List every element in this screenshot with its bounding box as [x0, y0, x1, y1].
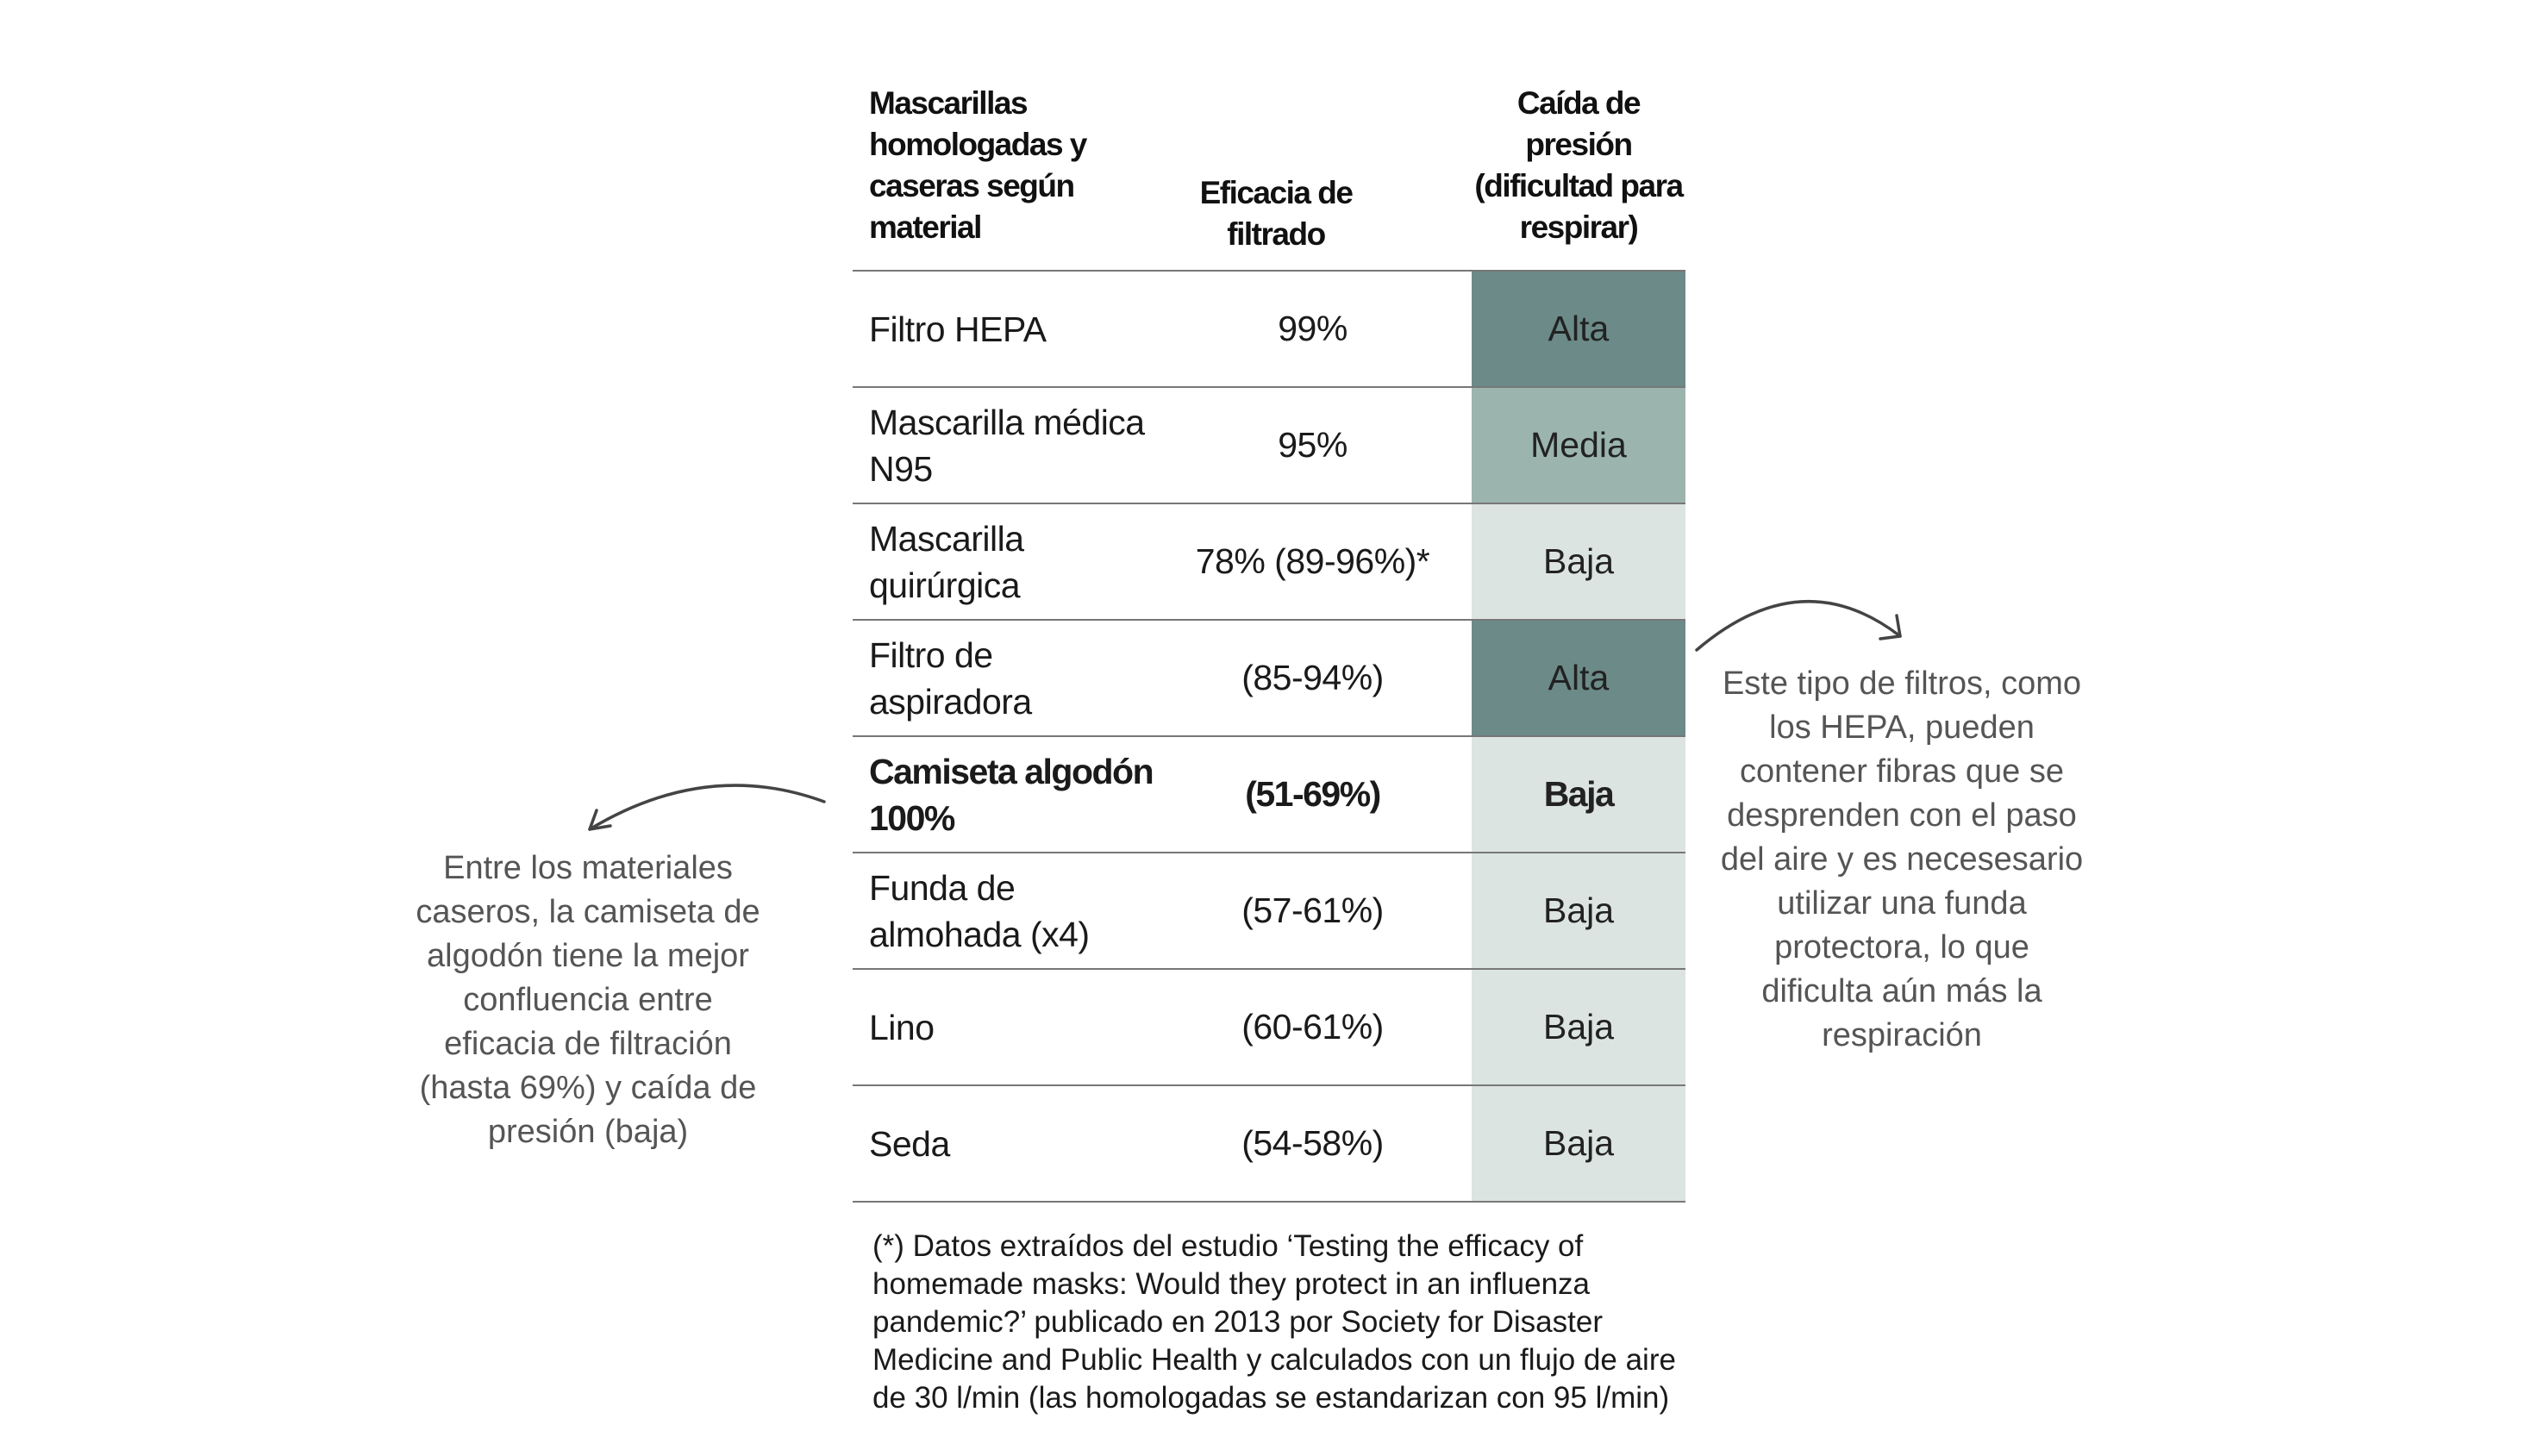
table-row: Filtro HEPA 99% Alta: [853, 270, 1685, 386]
left-arrowhead-icon: [588, 809, 612, 831]
efficacy-cell: (85-94%): [1241, 658, 1384, 697]
material-cell: Lino: [869, 1007, 935, 1047]
efficacy-cell: 99%: [1278, 309, 1348, 348]
left-arrow-icon: [588, 784, 826, 831]
note-left: Entre los materiales caseros, la camiset…: [416, 850, 760, 1150]
efficacy-cell: (60-61%): [1241, 1007, 1384, 1047]
header-efficacy: Eficacia de filtrado: [1199, 175, 1354, 252]
table-row: Funda de almohada (x4) (57-61%) Baja: [853, 852, 1685, 968]
table-row: Filtro de aspiradora (85-94%) Alta: [853, 619, 1685, 735]
material-cell: Filtro de aspiradora: [869, 634, 1032, 722]
table-row: Mascarilla médica N95 95% Media: [853, 386, 1685, 503]
pressure-drop-cell: Alta: [1472, 272, 1685, 386]
efficacy-cell: 95%: [1278, 425, 1348, 465]
right-arrow-icon: [1695, 599, 1902, 652]
pressure-drop-cell: Baja: [1472, 970, 1685, 1084]
table-row: Camiseta algodón 100% (51-69%) Baja: [853, 735, 1685, 852]
pressure-drop-cell: Alta: [1472, 621, 1685, 735]
header-material: Mascarillas homologadas y caseras según …: [869, 85, 1087, 245]
efficacy-cell: (54-58%): [1241, 1123, 1384, 1163]
pressure-drop-cell: Media: [1472, 388, 1685, 503]
efficacy-cell: (51-69%): [1245, 774, 1381, 814]
pressure-drop-cell: Baja: [1472, 737, 1685, 852]
material-cell: Mascarilla médica N95: [869, 402, 1145, 489]
right-arrowhead-icon: [1879, 614, 1902, 641]
pressure-drop-cell: Baja: [1472, 853, 1685, 968]
note-right: Este tipo de filtros, como los HEPA, pue…: [1720, 666, 2084, 1053]
material-cell: Camiseta algodón 100%: [869, 751, 1154, 838]
efficacy-cell: (57-61%): [1241, 890, 1384, 930]
material-cell: Seda: [869, 1123, 950, 1164]
table-row: Mascarilla quirúrgica 78% (89-96%)* Baja: [853, 503, 1685, 619]
material-cell: Mascarilla quirúrgica: [869, 518, 1024, 605]
pressure-drop-cell: Baja: [1472, 1086, 1685, 1201]
mask-table: Filtro HEPA 99% Alta Mascarilla médica N95 9…: [853, 270, 1685, 1203]
material-cell: Filtro HEPA: [869, 309, 1047, 349]
pressure-drop-cell: Baja: [1472, 504, 1685, 619]
material-cell: Funda de almohada (x4): [869, 867, 1090, 954]
efficacy-cell: 78% (89-96%)*: [1195, 541, 1430, 581]
header-pressure-drop: Caída de presión (dificultad para respir…: [1474, 85, 1684, 245]
table-row: Seda (54-58%) Baja: [853, 1084, 1685, 1203]
footnote: (*) Datos extraídos del estudio ‘Testing…: [872, 1229, 1676, 1415]
table-row: Lino (60-61%) Baja: [853, 968, 1685, 1084]
